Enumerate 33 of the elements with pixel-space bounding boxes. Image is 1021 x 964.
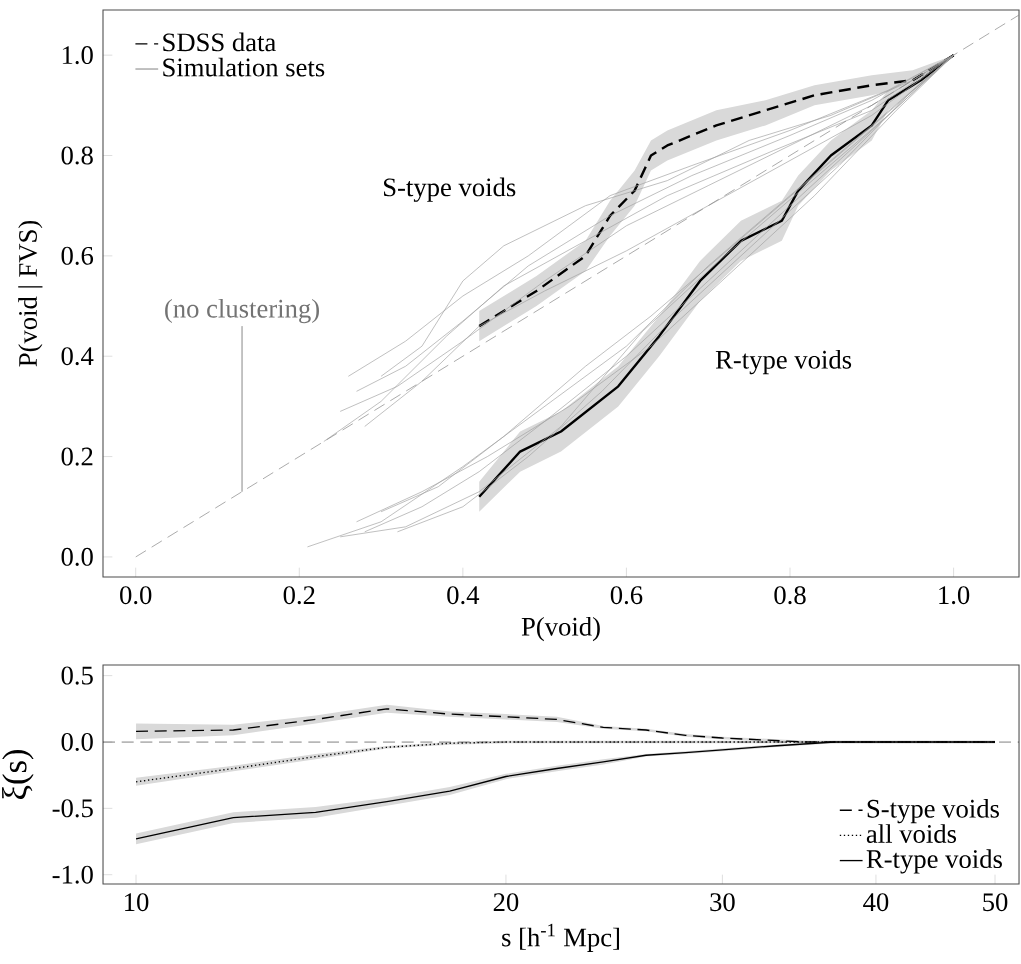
x-tick-label: 0.6 [610, 586, 643, 605]
legend-label: R-type voids [866, 849, 1002, 874]
x-tick-label: 30 [710, 893, 735, 912]
y-axis-title: ξ(s) [2, 750, 34, 799]
annotation: S-type voids [384, 177, 516, 202]
x-tick-label: 1.0 [939, 586, 970, 605]
x-tick-label: 10 [125, 893, 149, 912]
x-tick-label: 0.8 [774, 586, 806, 605]
x-tick-label: 40 [863, 893, 889, 912]
x-tick-label: 0.2 [283, 586, 315, 605]
y-tick-label: 0.0 [61, 547, 93, 566]
legend-label: all voids [866, 824, 957, 843]
y-tick-label: 0.6 [61, 246, 94, 265]
legend-label: S-type voids [867, 798, 999, 824]
x-axis-title: s [h$^{-1}$ Mpc] [502, 923, 619, 952]
x-tick-label: 0.4 [447, 586, 480, 605]
x-axis-title: P(void) [521, 616, 600, 642]
annotation: (no clustering) [165, 298, 319, 324]
x-tick-label: 50 [983, 893, 1008, 912]
y-tick-label: -1.0 [52, 865, 93, 884]
y-axis-title: P(void | FVS) [18, 220, 43, 367]
annotation: R-type voids [715, 349, 852, 375]
y-tick-label: 0.5 [61, 666, 93, 685]
y-tick-label: 0.2 [61, 447, 93, 466]
x-tick-label: 0.0 [120, 586, 152, 605]
legend-label: Simulation sets [163, 57, 325, 77]
x-tick-label: 20 [493, 893, 519, 912]
y-tick-label: 0.8 [61, 146, 93, 165]
legend-label: SDSS data [163, 32, 276, 52]
y-tick-label: 0.0 [61, 732, 93, 752]
y-tick-label: -0.5 [52, 799, 93, 818]
y-tick-label: 1.0 [62, 46, 93, 65]
y-tick-label: 0.4 [61, 347, 94, 366]
